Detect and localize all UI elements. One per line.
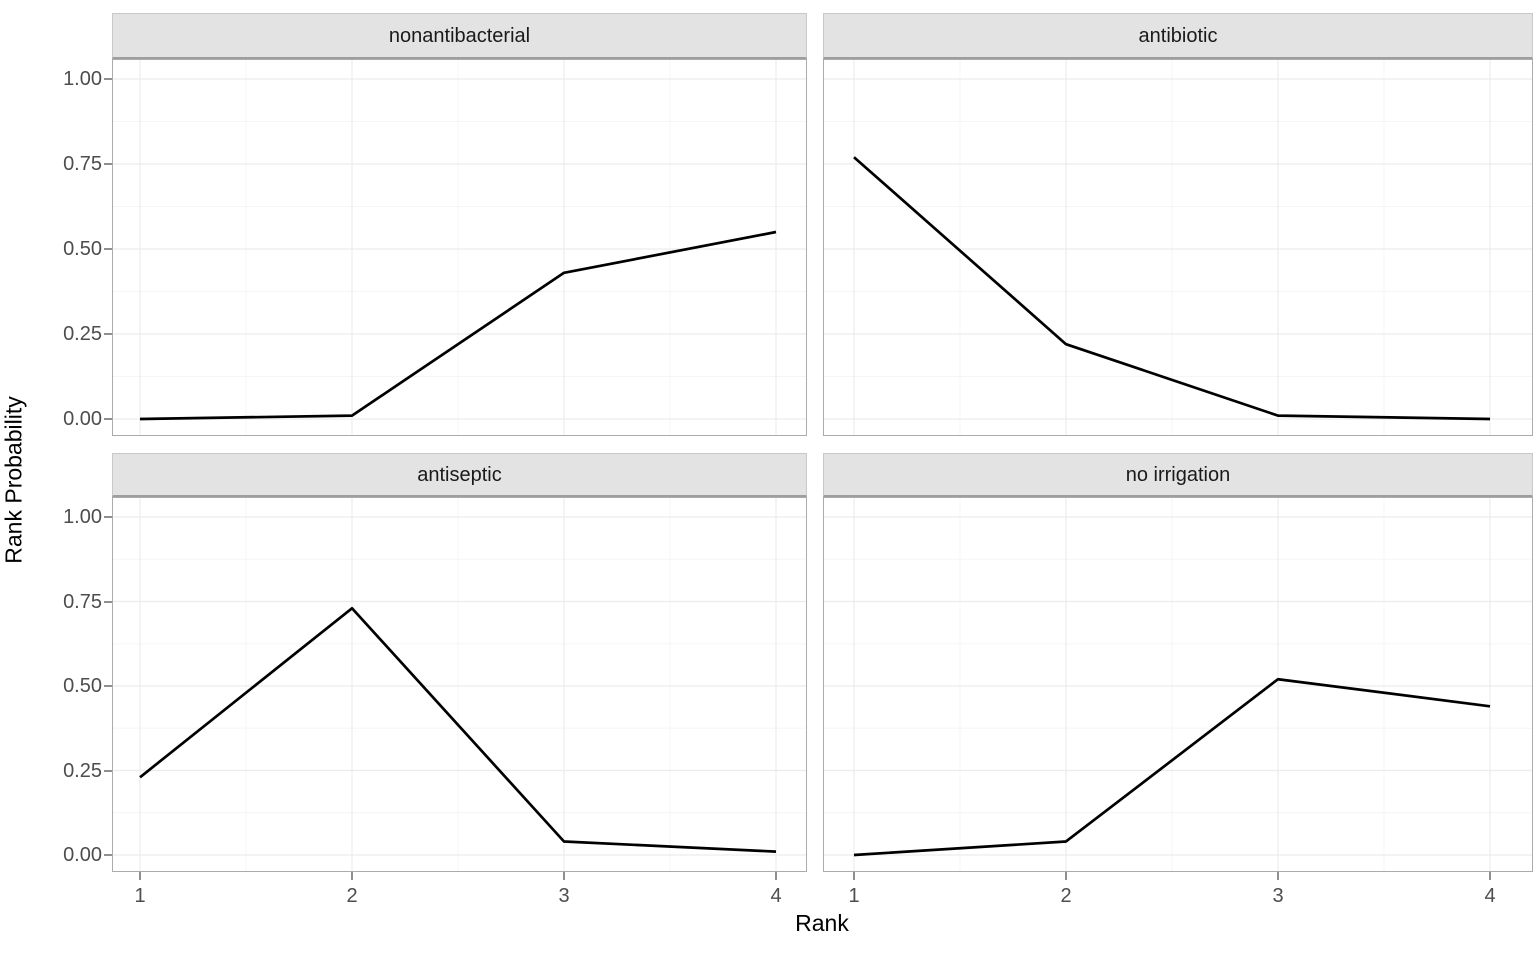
x-tick-label: 1 — [134, 885, 146, 907]
facet-title: no irrigation — [1125, 463, 1231, 486]
facet-strip: antibiotic — [823, 13, 1533, 59]
x-tick-label: 2 — [346, 885, 358, 907]
facet-strip: antiseptic — [112, 453, 807, 497]
x-tick-mark — [1277, 872, 1279, 880]
facet-no-irrigation: no irrigation — [823, 453, 1533, 872]
y-tick-label: 0.25 — [63, 759, 102, 782]
x-tick-mark — [1489, 872, 1491, 880]
facet-antibiotic: antibiotic — [823, 13, 1533, 436]
y-tick-mark — [104, 854, 112, 856]
line-chart-canvas — [113, 498, 806, 871]
facet-antiseptic: antiseptic — [112, 453, 807, 872]
facet-title: nonantibacterial — [388, 24, 531, 47]
y-tick-mark — [104, 769, 112, 772]
facet-panel — [112, 497, 807, 872]
facet-panel — [823, 497, 1533, 872]
y-tick-label: 0.00 — [63, 844, 102, 866]
facet-title: antibiotic — [1138, 24, 1218, 47]
facet-strip: no irrigation — [823, 453, 1533, 497]
x-tick-mark — [139, 872, 141, 880]
x-tick-mark — [1065, 872, 1067, 880]
y-tick-label: 1.00 — [63, 68, 102, 90]
y-tick-mark — [104, 516, 112, 518]
facet-panel — [823, 59, 1533, 436]
x-tick-label: 4 — [770, 885, 782, 907]
facet-panel — [112, 59, 807, 436]
x-tick-label: 4 — [1484, 885, 1496, 907]
y-tick-label: 0.50 — [63, 675, 102, 697]
y-tick-mark — [104, 600, 112, 603]
y-tick-mark — [104, 418, 112, 420]
y-tick-label: 0.25 — [63, 323, 102, 345]
x-tick-label: 2 — [1060, 885, 1072, 907]
facet-nonantibacterial: nonantibacterial — [112, 13, 807, 436]
facet-title: antiseptic — [417, 463, 502, 486]
y-tick-mark — [104, 685, 112, 687]
x-tick-label: 1 — [848, 885, 860, 907]
x-axis-title: Rank — [795, 910, 849, 936]
y-axis-title: Rank Probability — [0, 396, 27, 564]
y-tick-mark — [104, 163, 112, 165]
line-chart-canvas — [824, 60, 1532, 435]
x-tick-label: 3 — [558, 885, 570, 907]
y-tick-label: 0.75 — [63, 590, 102, 613]
line-chart-canvas — [113, 60, 806, 435]
y-tick-label: 0.00 — [63, 408, 102, 430]
line-chart-canvas — [824, 498, 1532, 871]
y-tick-label: 0.75 — [63, 153, 102, 175]
x-tick-mark — [853, 872, 855, 880]
y-tick-label: 1.00 — [63, 506, 102, 528]
x-tick-mark — [351, 872, 353, 880]
facet-strip: nonantibacterial — [112, 13, 807, 59]
x-tick-mark — [563, 872, 565, 880]
y-tick-mark — [104, 78, 112, 80]
x-tick-label: 3 — [1272, 885, 1284, 907]
y-tick-mark — [104, 333, 112, 335]
y-tick-mark — [104, 248, 112, 250]
x-tick-mark — [775, 872, 777, 880]
y-tick-label: 0.50 — [63, 238, 102, 260]
